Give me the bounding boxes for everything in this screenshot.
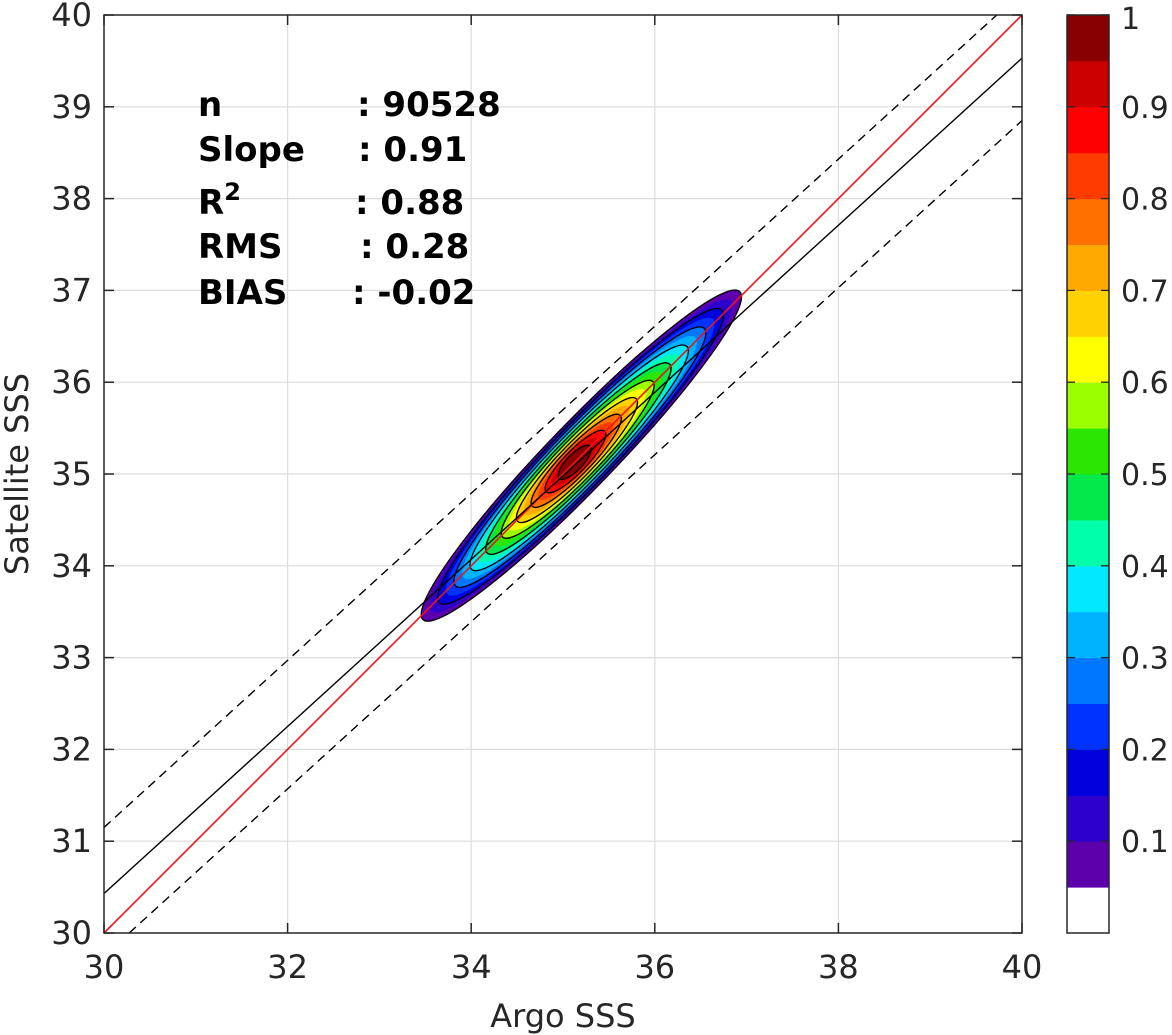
colorbar-swatch [1067, 887, 1109, 934]
y-tick-label: 34 [51, 547, 92, 585]
colorbar-tick-label: 0.2 [1121, 733, 1169, 768]
colorbar-tick-label: 0.6 [1121, 366, 1169, 401]
regression-lines [103, 14, 1023, 934]
colorbar-tick-label: 0.7 [1121, 274, 1169, 309]
colorbar-swatch [1067, 152, 1109, 200]
colorbar-swatch [1067, 841, 1109, 888]
regression-fit-line [103, 57, 1023, 895]
y-tick-label: 39 [51, 88, 92, 126]
colorbar-swatch [1067, 611, 1109, 659]
colorbar-swatch [1067, 106, 1109, 154]
colorbar-swatch [1067, 657, 1109, 704]
stat-label-superscript: 2 [224, 178, 241, 206]
colorbar-tick-label: 0.1 [1121, 825, 1169, 860]
y-axis-label: Satellite SSS [0, 373, 36, 575]
stat-value: : 90528 [357, 85, 501, 125]
one-to-one-line [103, 14, 1023, 934]
colorbar-tick-label: 0.3 [1121, 642, 1169, 677]
colorbar-swatch [1067, 749, 1109, 796]
colorbar-swatch [1067, 474, 1109, 521]
axis-ticks [103, 14, 1023, 934]
y-tick-label: 36 [51, 363, 92, 401]
upper-bound-dashed-line [103, 14, 998, 828]
colorbar-swatch [1067, 290, 1109, 337]
colorbar-tick-label: 0.9 [1121, 91, 1169, 126]
colorbar-tick-label: 0.4 [1121, 550, 1169, 585]
y-tick-label: 38 [51, 180, 92, 218]
y-tick-label: 40 [51, 0, 92, 34]
colorbar-swatch [1067, 336, 1109, 383]
colorbar-swatch [1067, 244, 1109, 291]
colorbar-tick-label: 0.5 [1121, 458, 1169, 493]
x-tick-label: 38 [818, 948, 859, 986]
colorbar-swatch [1067, 428, 1109, 475]
x-axis-label: Argo SSS [490, 997, 635, 1035]
colorbar-swatch [1067, 519, 1109, 567]
stat-label: Slope [198, 130, 305, 170]
stat-value: : 0.28 [360, 227, 469, 267]
y-tick-label: 37 [51, 271, 92, 309]
colorbar: 0.1 0.2 0.3 0.4 0.5 0.6 0.7 0.8 0.9 1 [1066, 2, 1169, 934]
colorbar-swatch [1067, 15, 1109, 62]
y-tick-label: 33 [51, 639, 92, 677]
y-tick-label: 35 [51, 455, 92, 493]
colorbar-tick-label: 0.8 [1121, 183, 1169, 218]
stat-value: : -0.02 [352, 273, 475, 313]
stat-label: BIAS [198, 273, 287, 313]
x-tick-label: 36 [634, 948, 675, 986]
statistics-annotation: n : 90528 Slope : 0.91 R2 : 0.88 RMS : 0.28 BIAS… [198, 85, 501, 313]
colorbar-swatch [1067, 198, 1109, 245]
x-tick-label: 32 [267, 948, 308, 986]
y-tick-label: 30 [51, 914, 92, 952]
colorbar-swatch [1067, 60, 1109, 108]
colorbar-swatch [1067, 565, 1109, 613]
y-tick-label: 32 [51, 730, 92, 768]
x-tick-label: 40 [1002, 948, 1043, 986]
plot-area [103, 14, 1023, 934]
stat-label: n [198, 85, 222, 125]
colorbar-tick-label: 1 [1121, 2, 1140, 37]
y-tick-label: 31 [51, 822, 92, 860]
colorbar-swatch [1067, 703, 1109, 750]
x-tick-label: 34 [451, 948, 492, 986]
stat-value: : 0.91 [358, 130, 467, 170]
colorbar-swatch [1067, 795, 1109, 842]
grid-lines [104, 15, 1022, 933]
lower-bound-dashed-line [128, 120, 1023, 934]
x-tick-label: 30 [84, 948, 125, 986]
colorbar-swatch [1067, 382, 1109, 429]
stat-label: RMS [198, 227, 283, 267]
stat-value: : 0.88 [355, 183, 464, 223]
stat-label: R2 [198, 178, 241, 223]
